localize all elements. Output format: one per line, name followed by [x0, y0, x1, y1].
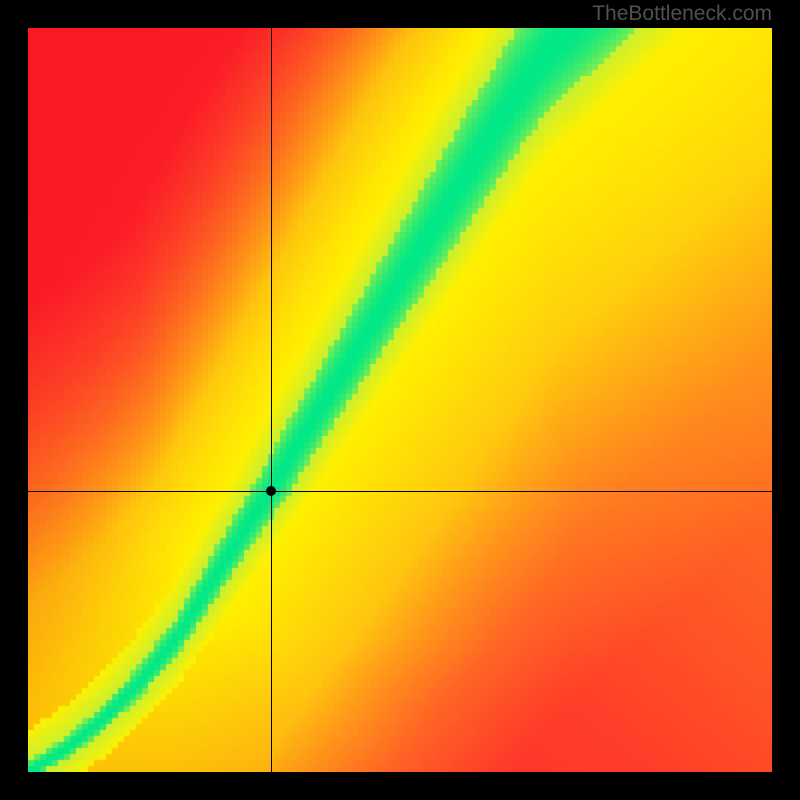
crosshair-horizontal	[28, 491, 772, 492]
watermark-text: TheBottleneck.com	[592, 2, 772, 26]
heatmap-plot	[28, 28, 772, 772]
heatmap-canvas	[28, 28, 772, 772]
marker-point	[266, 486, 276, 496]
crosshair-vertical	[271, 28, 272, 772]
